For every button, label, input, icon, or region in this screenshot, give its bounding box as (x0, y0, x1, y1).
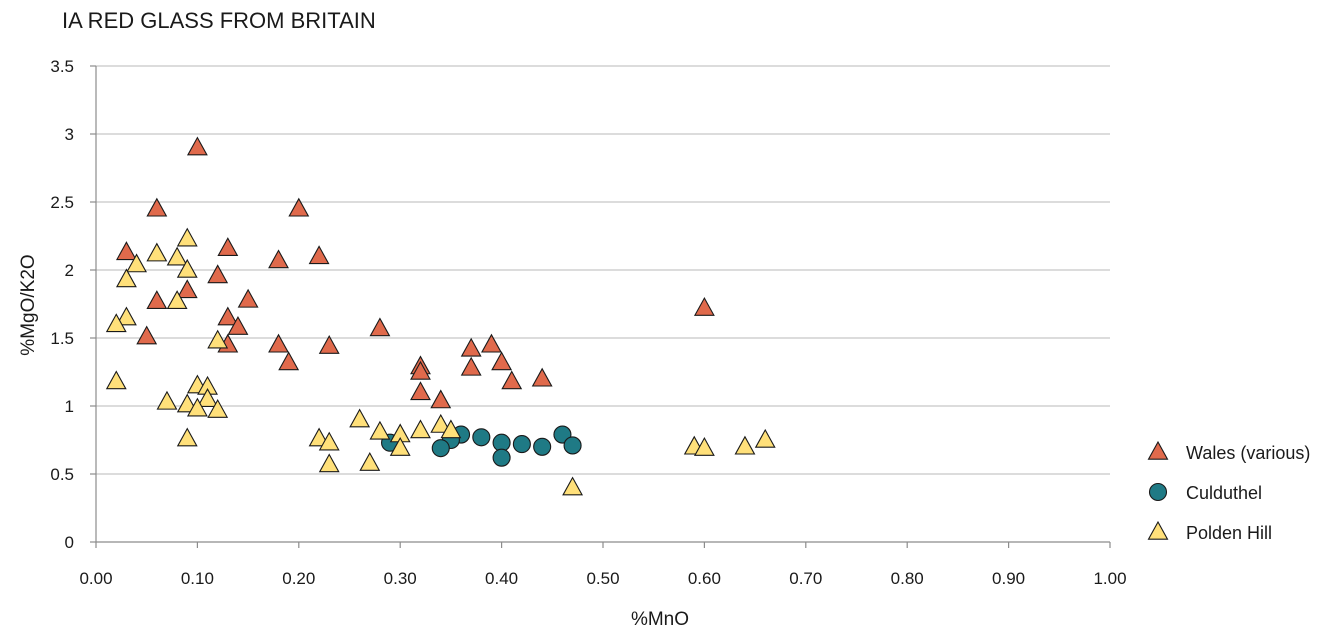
polden-hill-point (105, 313, 127, 333)
wales-various-point (237, 288, 259, 308)
y-tick-label: 2.5 (50, 193, 74, 212)
y-tick-label: 2 (65, 261, 74, 280)
culduthel-point (472, 428, 491, 447)
axes: 0 0.5 1 1.5 2 2.5 3 3.5 0.00 0.10 0.20 0.30 0.40 0.50… (50, 57, 1126, 588)
x-tick-label: 0.30 (384, 569, 417, 588)
wales-various-point (481, 333, 502, 353)
wales-various-point (278, 351, 300, 371)
polden-hill-point (197, 388, 218, 407)
polden-hill-point (430, 413, 452, 433)
wales-various-point (410, 360, 431, 380)
wales-various-point (217, 237, 239, 256)
polden-hill-point (207, 398, 229, 418)
culduthel-point (431, 439, 450, 458)
legend-label-culduthel: Culduthel (1186, 483, 1262, 503)
polden-hill-point (359, 451, 381, 471)
polden-hill-point (166, 290, 188, 310)
wales-various-point (115, 241, 137, 261)
culduthel-point (563, 436, 582, 455)
grid-lines (96, 65, 1110, 475)
y-tick-label: 0.5 (50, 465, 74, 484)
polden-hill-point (693, 437, 715, 456)
wales-various-point (146, 197, 168, 217)
legend-marker-culduthel (1148, 482, 1168, 502)
x-tick-label: 0.00 (79, 569, 112, 588)
polden-hill-point (186, 397, 208, 417)
legend-label-polden-hill: Polden Hill (1186, 523, 1272, 543)
polden-hill-point (176, 427, 198, 447)
wales-various-point (268, 249, 289, 269)
polden-hill-point (410, 419, 431, 439)
polden-hill-point (369, 420, 391, 440)
polden-hill-point (105, 370, 127, 390)
polden-hill-point (318, 453, 340, 473)
x-axis-title: %MnO (631, 609, 689, 630)
wales-various-point (146, 290, 168, 310)
y-tick-label: 1 (65, 397, 74, 416)
wales-various-point (531, 367, 553, 387)
x-tick-label: 0.90 (992, 569, 1025, 588)
wales-various-point (217, 306, 239, 326)
wales-various-point (693, 296, 715, 316)
wales-various-point (207, 264, 229, 284)
polden-hill-point (115, 306, 137, 326)
polden-hill-point (146, 242, 168, 262)
polden-hill-point (115, 268, 137, 288)
x-tick-label: 0.10 (181, 569, 214, 588)
x-tick-label: 0.70 (789, 569, 822, 588)
wales-various-point (410, 381, 431, 401)
wales-various-point (268, 333, 289, 353)
data-points (105, 136, 776, 496)
polden-hill-point (389, 437, 411, 456)
chart-title: IA RED GLASS FROM BRITAIN (62, 8, 376, 33)
y-axis-title: %MgO/K2O (18, 254, 39, 355)
polden-hill-point (349, 408, 371, 428)
x-tick-label: 0.50 (586, 569, 619, 588)
x-tick-label: 0.60 (688, 569, 721, 588)
y-tick-label: 3.5 (50, 57, 74, 76)
polden-hill-point (318, 431, 340, 451)
culduthel-point (533, 437, 552, 456)
y-tick-label: 1.5 (50, 329, 74, 348)
legend: Wales (various) Culduthel Polden Hill (1147, 440, 1310, 543)
polden-hill-point (207, 329, 229, 349)
wales-various-point (460, 337, 482, 357)
wales-various-point (491, 351, 513, 371)
x-tick-label: 0.80 (891, 569, 924, 588)
polden-hill-point (166, 246, 188, 266)
polden-hill-point (176, 258, 198, 278)
x-tick-label: 1.00 (1093, 569, 1126, 588)
wales-various-point (308, 245, 330, 265)
x-tick-label: 0.20 (282, 569, 315, 588)
polden-hill-point (156, 390, 178, 410)
polden-hill-point (562, 476, 584, 496)
legend-label-wales-various: Wales (various) (1186, 443, 1310, 463)
y-tick-label: 3 (65, 125, 74, 144)
polden-hill-point (734, 435, 756, 455)
y-tick-label: 0 (65, 533, 74, 552)
wales-various-point (176, 279, 198, 299)
wales-various-point (318, 335, 340, 354)
wales-various-point (288, 197, 310, 217)
polden-hill-point (440, 419, 462, 439)
culduthel-point (492, 448, 511, 467)
wales-various-point (501, 370, 523, 390)
legend-marker-wales-various (1147, 440, 1169, 460)
culduthel-point (512, 435, 531, 454)
wales-various-point (369, 317, 391, 337)
x-tick-label: 0.40 (485, 569, 518, 588)
wales-various-point (136, 325, 158, 345)
wales-various-point (186, 136, 208, 156)
polden-hill-point (754, 428, 776, 448)
polden-hill-point (126, 253, 147, 273)
polden-hill-point (176, 227, 198, 247)
wales-various-point (460, 356, 482, 376)
legend-marker-polden-hill (1147, 520, 1169, 540)
wales-various-point (227, 315, 249, 335)
wales-various-point (430, 389, 452, 409)
